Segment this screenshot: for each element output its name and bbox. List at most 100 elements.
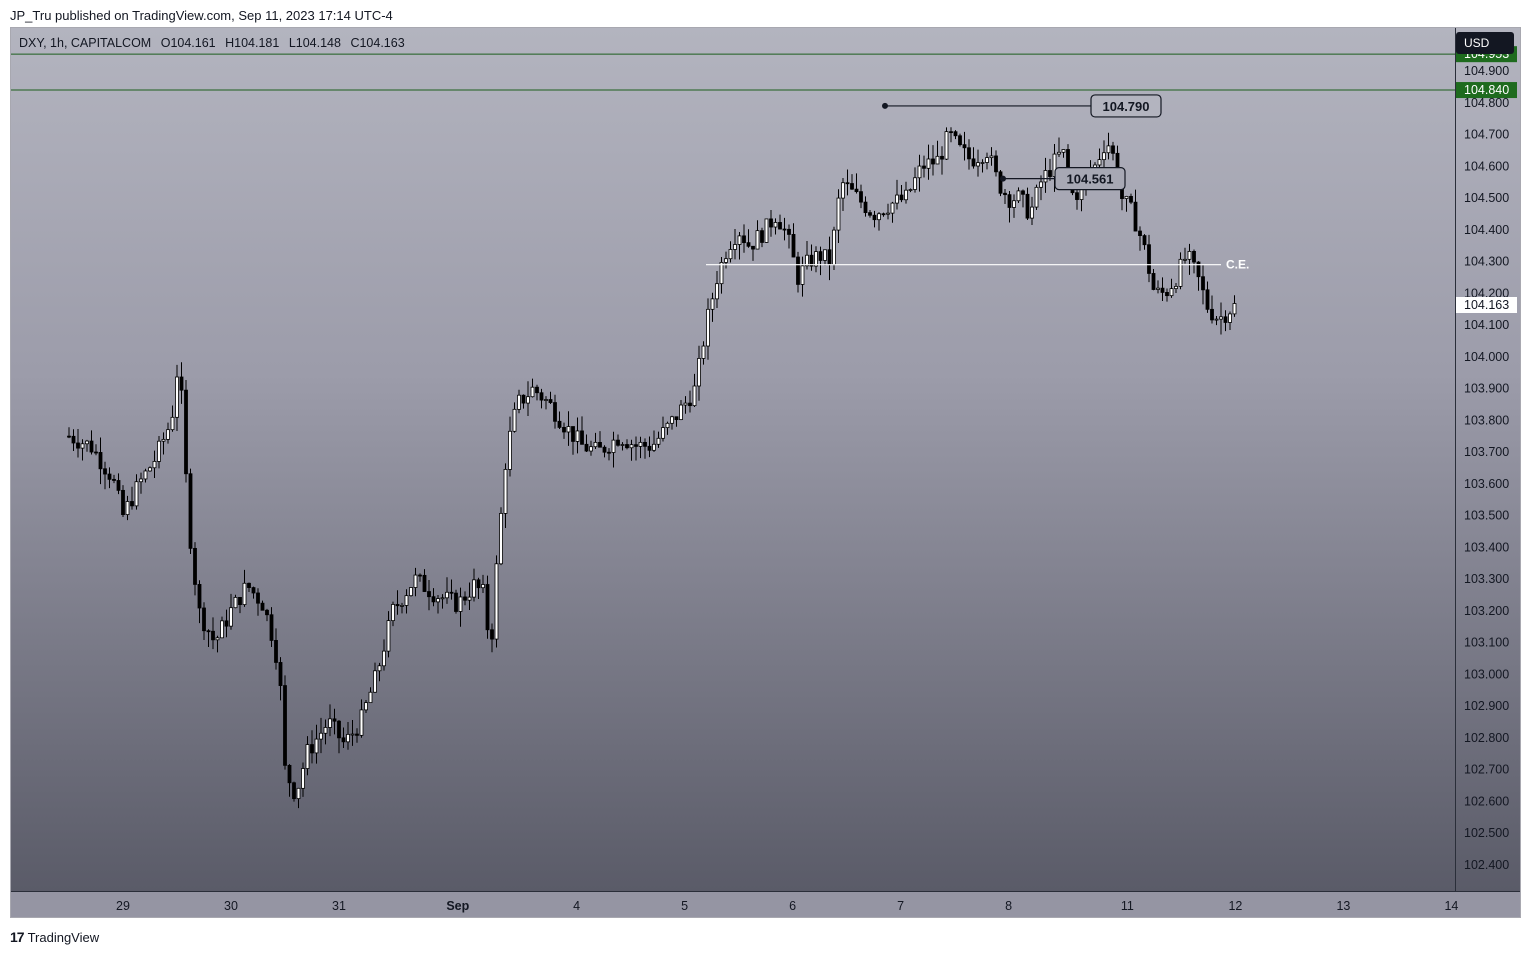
ce-label: C.E. xyxy=(1226,258,1249,272)
candle-up xyxy=(314,738,319,754)
candle-up xyxy=(908,189,913,191)
candle-up xyxy=(350,733,355,736)
currency-button[interactable]: USD xyxy=(1456,32,1514,54)
candle-down xyxy=(881,213,886,216)
candle-up xyxy=(328,718,332,728)
footer-brand[interactable]: 17 TradingView xyxy=(10,929,99,945)
candle-up xyxy=(814,251,818,267)
candle-down xyxy=(238,596,242,606)
candle-up xyxy=(139,478,143,483)
time-tick-label: 5 xyxy=(681,899,688,913)
candle-up xyxy=(409,587,413,597)
close-value: C104.163 xyxy=(350,36,405,50)
candle-down xyxy=(643,441,647,447)
candle-up xyxy=(152,461,157,469)
candle-down xyxy=(224,620,229,627)
symbol-label: DXY, 1h, CAPITALCOM xyxy=(19,36,152,50)
brand-name: TradingView xyxy=(27,929,100,945)
candle-down xyxy=(476,579,481,589)
chart-frame[interactable]: 104.900 104.800 104.700 104.600 104.500 104.4… xyxy=(10,27,1521,918)
candle-down xyxy=(787,228,791,235)
candle-up xyxy=(391,604,395,622)
level-badge xyxy=(1456,82,1517,99)
candle-up xyxy=(368,691,373,704)
candle-down xyxy=(1025,193,1030,219)
candle-down xyxy=(395,604,400,607)
candle-down xyxy=(931,158,935,165)
candle-down xyxy=(1007,194,1012,208)
candle-up xyxy=(917,165,922,179)
candle-up xyxy=(904,189,908,201)
candle-up xyxy=(665,422,670,429)
candle-down xyxy=(283,685,287,766)
candle-down xyxy=(818,251,823,261)
candle-up xyxy=(1034,186,1039,208)
time-tick-label: 14 xyxy=(1444,899,1458,913)
candle-up xyxy=(944,131,949,160)
annotation-box xyxy=(1090,94,1162,118)
candle-up xyxy=(670,416,674,424)
candle-down xyxy=(332,718,337,722)
candle-down xyxy=(922,165,926,169)
candle-down xyxy=(197,584,202,609)
candle-down xyxy=(571,426,575,442)
price-tick-label: 102.700 xyxy=(1464,763,1509,777)
candle-up xyxy=(503,469,508,514)
candle-down xyxy=(868,212,872,216)
level-badge-label: 104.840 xyxy=(1464,83,1509,97)
candle-up xyxy=(526,396,530,404)
price-tick-label: 103.200 xyxy=(1464,604,1509,618)
candle-down xyxy=(292,782,296,800)
candle-down xyxy=(967,147,971,160)
candle-down xyxy=(274,640,278,663)
candle-up xyxy=(445,591,449,599)
candle-down xyxy=(872,214,877,221)
candle-down xyxy=(859,191,863,203)
candle-down xyxy=(1210,308,1214,321)
candle-down xyxy=(1048,170,1052,177)
candle-up xyxy=(508,430,512,470)
candle-up xyxy=(728,249,733,260)
candle-up xyxy=(166,429,170,440)
time-axis[interactable] xyxy=(11,891,1520,917)
candle-up xyxy=(895,194,899,204)
candle-up xyxy=(544,399,548,401)
candle-down xyxy=(1205,289,1210,310)
candle-down xyxy=(521,394,526,404)
candle-down xyxy=(184,389,188,475)
candle-up xyxy=(323,727,328,734)
candle-up xyxy=(233,596,238,609)
candle-up xyxy=(161,438,166,442)
candle-up xyxy=(400,605,404,607)
candle-up xyxy=(481,584,485,589)
candle-down xyxy=(647,445,652,451)
candle-up xyxy=(125,501,130,516)
candle-down xyxy=(211,630,215,641)
price-tick-label: 103.400 xyxy=(1464,540,1509,554)
candle-down xyxy=(1151,273,1156,290)
candle-up xyxy=(1039,181,1043,188)
candle-up xyxy=(1228,313,1232,323)
candle-up xyxy=(566,426,571,433)
plot-area[interactable] xyxy=(11,28,1455,891)
candle-down xyxy=(278,662,283,686)
candle-up xyxy=(719,262,724,285)
candle-down xyxy=(584,443,589,452)
candle-up xyxy=(386,620,391,652)
candle-down xyxy=(98,452,103,470)
candle-down xyxy=(94,451,98,454)
candle-up xyxy=(1156,287,1160,290)
candle-down xyxy=(854,188,859,193)
price-axis[interactable] xyxy=(1455,28,1520,891)
tradingview-logo-icon: 17 xyxy=(10,929,25,945)
candle-up xyxy=(1174,285,1178,290)
candle-down xyxy=(940,155,944,160)
candlestick-chart[interactable]: 104.900 104.800 104.700 104.600 104.500 104.4… xyxy=(11,28,1521,918)
candle-up xyxy=(1102,152,1106,161)
candle-down xyxy=(1075,192,1079,200)
candle-up xyxy=(467,596,472,601)
candle-down xyxy=(269,614,274,641)
candle-up xyxy=(877,213,881,221)
candle-down xyxy=(602,446,607,453)
candle-down xyxy=(310,744,314,754)
